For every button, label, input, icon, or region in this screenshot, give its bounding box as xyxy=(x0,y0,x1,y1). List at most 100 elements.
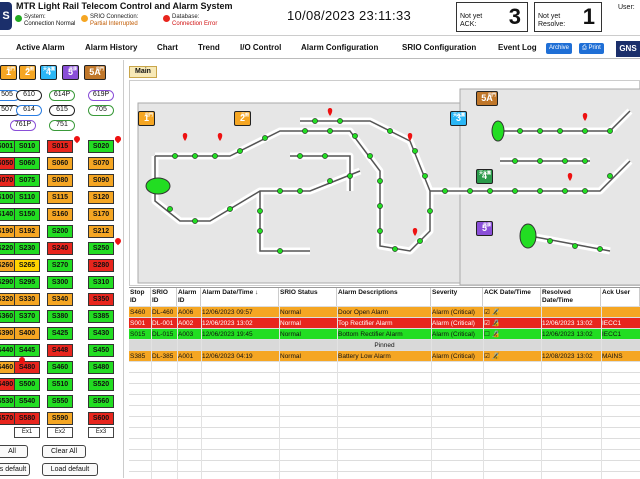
station-dot[interactable] xyxy=(302,128,308,134)
table-row[interactable]: S015 DL-015 A003 12/06/2023 19:45 Normal Bott… xyxy=(129,329,640,340)
col-srio-id[interactable]: SRIO ID xyxy=(151,288,177,306)
table-row[interactable]: S460 DL-460 A006 12/06/2023 09:57 Normal Door… xyxy=(129,307,640,318)
station-dot[interactable] xyxy=(262,135,268,141)
station-dot[interactable] xyxy=(417,238,423,244)
route-chip-705[interactable]: 705 xyxy=(88,105,114,116)
station-cell[interactable]: S370 xyxy=(14,310,40,323)
station-dot[interactable] xyxy=(257,228,263,234)
station-dot[interactable] xyxy=(557,128,563,134)
station-dot[interactable] xyxy=(297,188,303,194)
station-cell[interactable]: S090 xyxy=(88,174,114,187)
user-label[interactable]: User: xyxy=(618,4,635,11)
route-chip-619p[interactable]: 619P xyxy=(88,90,114,101)
station-cell[interactable]: S115 xyxy=(47,191,73,204)
map-zone-1[interactable]: 1 屯門 xyxy=(138,111,155,126)
station-dot[interactable] xyxy=(347,173,353,179)
station-cell[interactable]: S500 xyxy=(14,378,40,391)
col-alarm-descriptions[interactable]: Alarm Descriptions xyxy=(337,288,431,306)
station-dot[interactable] xyxy=(327,128,333,134)
station-cell[interactable]: S380 xyxy=(47,310,73,323)
col-alarm-id[interactable]: Alarm ID xyxy=(177,288,201,306)
station-cell[interactable]: S110 xyxy=(14,191,40,204)
ex3-button[interactable]: Ex3 xyxy=(88,427,114,438)
col-resolved-datetime[interactable]: Resolved Date/Time xyxy=(541,288,601,306)
station-cell[interactable]: S350 xyxy=(88,293,114,306)
archive-button[interactable]: Archive xyxy=(546,43,573,54)
ex1-button[interactable]: Ex1 xyxy=(14,427,40,438)
route-chip-610[interactable]: 610 xyxy=(16,90,42,101)
station-cell[interactable]: S160 xyxy=(47,208,73,221)
station-dot[interactable] xyxy=(387,128,393,134)
map-zone-4[interactable]: 4 天水圍 xyxy=(476,169,493,184)
station-dot[interactable] xyxy=(277,188,283,194)
nav-chart[interactable]: Chart xyxy=(157,43,178,52)
station-cell[interactable]: S060 xyxy=(14,157,40,170)
station-cell[interactable]: S445 xyxy=(14,344,40,357)
station-cell[interactable]: S200 xyxy=(47,225,73,238)
station-cell[interactable]: S448 xyxy=(47,344,73,357)
station-cell[interactable]: S460 xyxy=(47,361,73,374)
station-dot[interactable] xyxy=(607,173,613,179)
station-cell[interactable]: S015 xyxy=(47,140,73,153)
station-cell[interactable]: S385 xyxy=(88,310,114,323)
station-dot[interactable] xyxy=(467,188,473,194)
route-chip-761p[interactable]: 761P xyxy=(10,120,36,131)
zone-filter-4[interactable]: 4 天水圍 xyxy=(40,65,57,80)
station-cell[interactable]: S192 xyxy=(14,225,40,238)
station-cell[interactable]: S240 xyxy=(47,242,73,255)
station-dot[interactable] xyxy=(572,243,578,249)
col-srio-status[interactable]: SRIO Status xyxy=(279,288,337,306)
station-cell[interactable]: S070 xyxy=(88,157,114,170)
save-default-button[interactable]: s default xyxy=(0,463,30,476)
station-cell[interactable]: S120 xyxy=(88,191,114,204)
station-cell[interactable]: S600 xyxy=(88,412,114,425)
station-dot[interactable] xyxy=(167,206,173,212)
station-cell[interactable]: S270 xyxy=(47,259,73,272)
station-dot[interactable] xyxy=(597,246,603,252)
station-cell[interactable]: S510 xyxy=(47,378,73,391)
station-cell[interactable]: S280 xyxy=(88,259,114,272)
station-cell[interactable]: S170 xyxy=(88,208,114,221)
station-cell[interactable]: S550 xyxy=(47,395,73,408)
station-cell[interactable]: S560 xyxy=(88,395,114,408)
station-dot[interactable] xyxy=(562,158,568,164)
nav-trend[interactable]: Trend xyxy=(198,43,220,52)
station-dot[interactable] xyxy=(172,153,178,159)
clear-all-button[interactable]: Clear All xyxy=(42,445,86,458)
ex2-button[interactable]: Ex2 xyxy=(47,427,73,438)
station-dot[interactable] xyxy=(537,128,543,134)
station-cell[interactable]: S400 xyxy=(14,327,40,340)
nav-alarm-configuration[interactable]: Alarm Configuration xyxy=(301,43,379,52)
print-button[interactable]: ⎙ Print xyxy=(579,43,604,54)
station-cell[interactable]: S450 xyxy=(88,344,114,357)
station-cell[interactable]: S010 xyxy=(14,140,40,153)
map-zone-5a[interactable]: 5A 屯門 xyxy=(476,91,498,106)
select-all-button[interactable]: All xyxy=(0,445,28,458)
station-cell[interactable]: S425 xyxy=(47,327,73,340)
map-zone-2[interactable]: 2 元朗 xyxy=(234,111,251,126)
station-dot[interactable] xyxy=(192,218,198,224)
zone-filter-1[interactable]: 1 屯門 xyxy=(0,65,17,80)
station-dot[interactable] xyxy=(537,188,543,194)
station-dot[interactable] xyxy=(237,148,243,154)
station-dot[interactable] xyxy=(327,178,333,184)
nav-io-control[interactable]: I/O Control xyxy=(240,43,282,52)
station-dot[interactable] xyxy=(487,188,493,194)
not-ack-counter[interactable]: Not yet ACK: 3 xyxy=(456,2,528,32)
zone-filter-5a[interactable]: 5A 屯門 xyxy=(84,65,106,80)
station-dot[interactable] xyxy=(227,206,233,212)
station-cell[interactable]: S295 xyxy=(14,276,40,289)
station-cell[interactable]: S580 xyxy=(14,412,40,425)
station-cell[interactable]: S300 xyxy=(47,276,73,289)
station-dot[interactable] xyxy=(422,173,428,179)
route-chip-614p[interactable]: 614P xyxy=(49,90,75,101)
col-alarm-datetime[interactable]: Alarm Date/Time ↓ xyxy=(201,288,279,306)
table-row[interactable]: S001 DL-001 A002 12/06/2023 13:02 Normal Top … xyxy=(129,318,640,329)
station-cell[interactable]: S430 xyxy=(88,327,114,340)
station-cell[interactable]: S080 xyxy=(47,174,73,187)
station-cell[interactable]: S480 xyxy=(14,361,40,374)
station-dot[interactable] xyxy=(412,148,418,154)
table-row[interactable]: S385 DL-385 A001 12/06/2023 04:19 Normal Batt… xyxy=(129,351,640,362)
station-cell[interactable]: S330 xyxy=(14,293,40,306)
station-dot[interactable] xyxy=(377,203,383,209)
